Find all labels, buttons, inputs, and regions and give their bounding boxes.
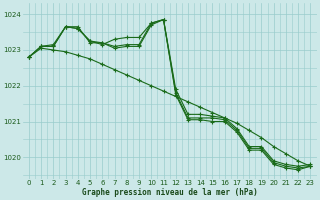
- X-axis label: Graphe pression niveau de la mer (hPa): Graphe pression niveau de la mer (hPa): [82, 188, 258, 197]
